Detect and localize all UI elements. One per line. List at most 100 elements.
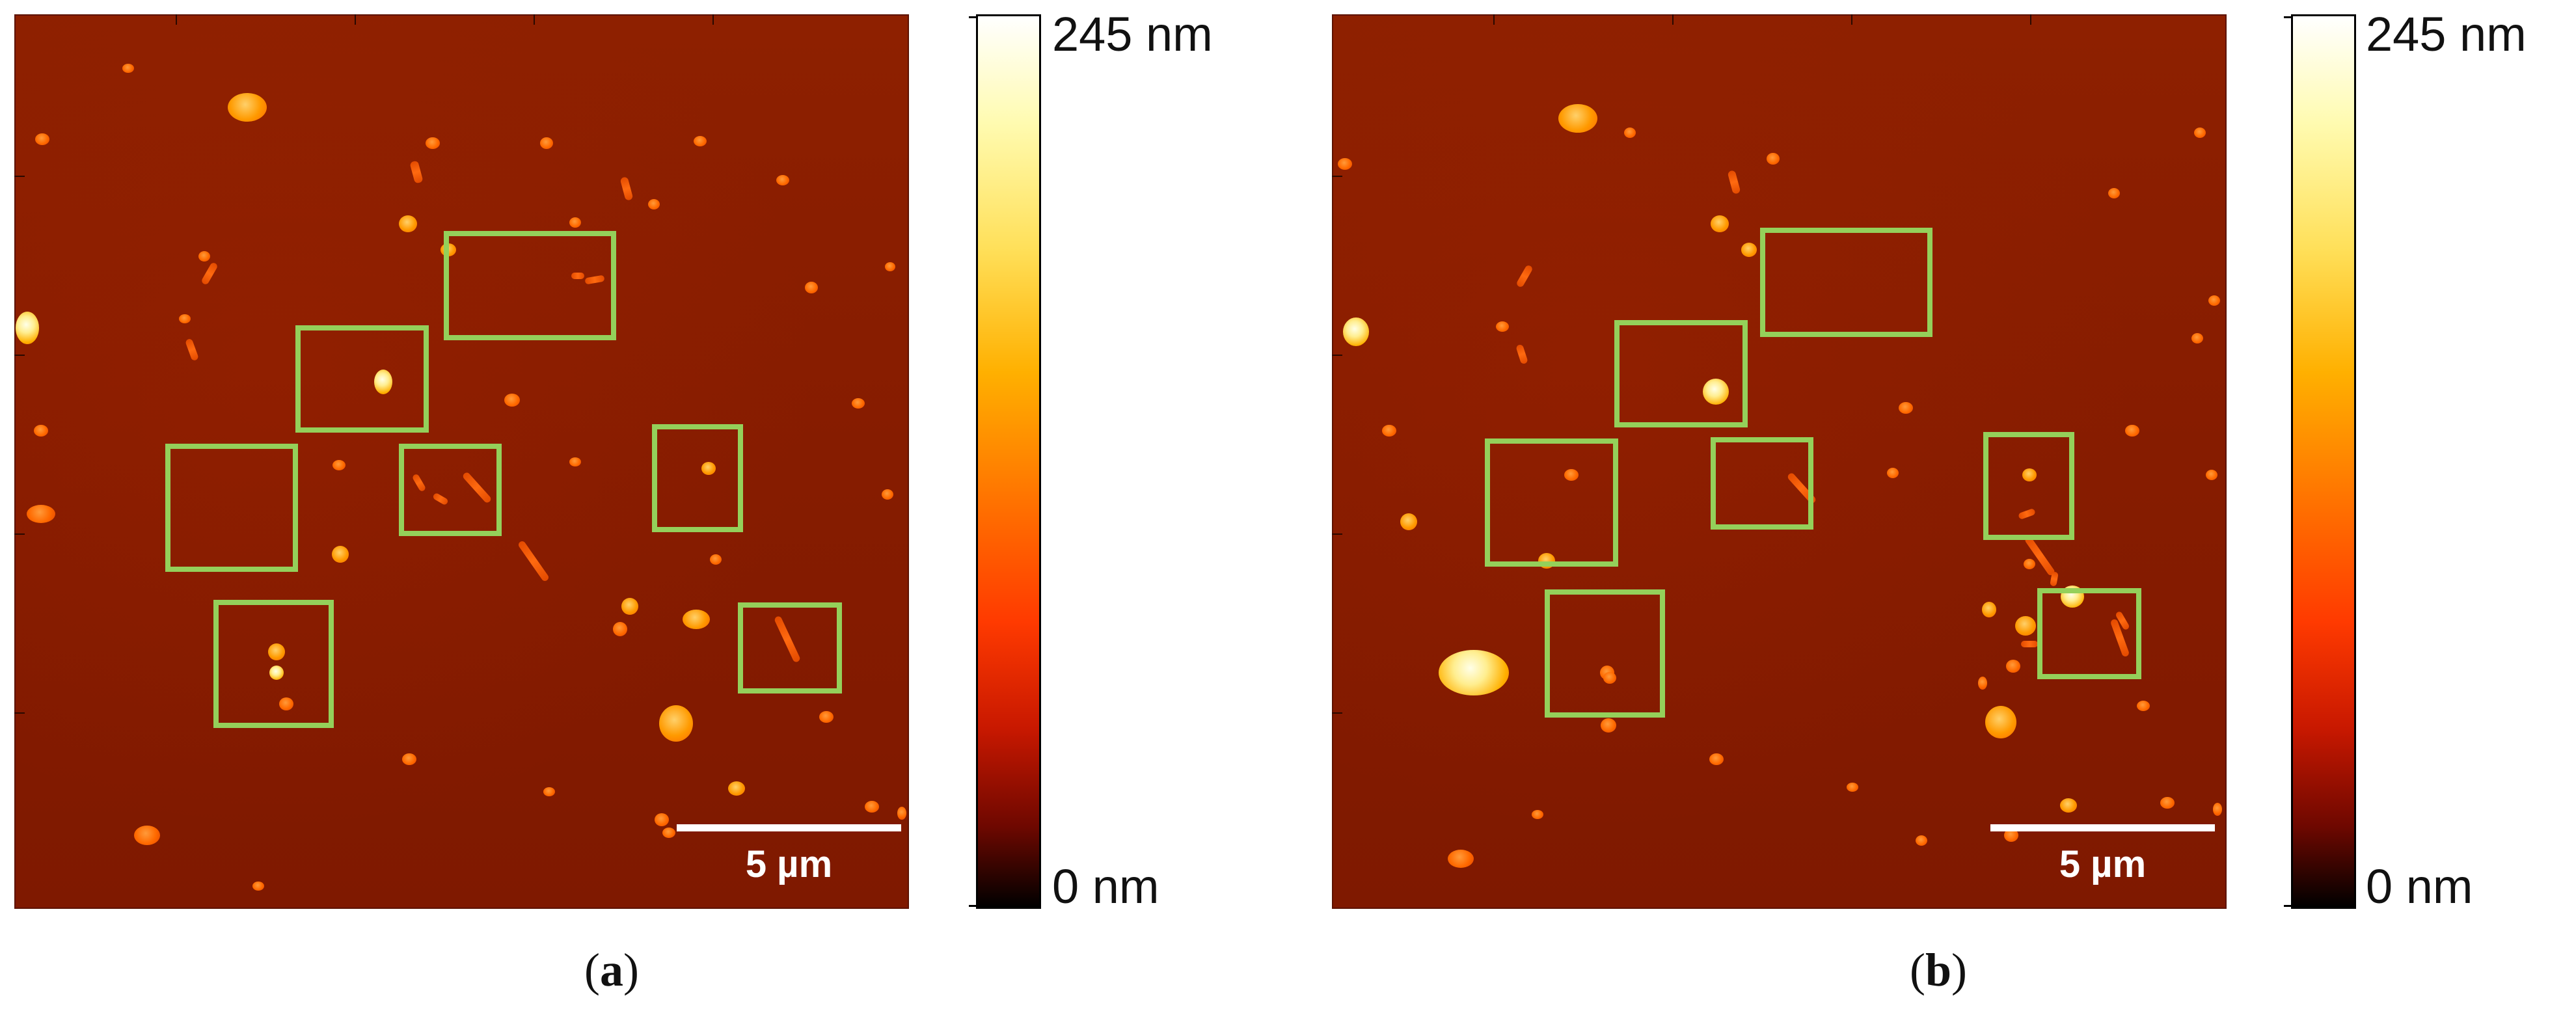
particle [2006,660,2020,673]
particle [332,460,346,470]
particle [16,312,39,344]
nanorod [2024,535,2056,576]
particle [1978,677,1987,690]
particle [694,136,707,146]
particle [122,64,134,73]
particle [865,801,879,813]
particle [1496,321,1509,332]
caption-paren-close: ) [1951,944,1967,996]
particle [1603,672,1616,684]
caption-letter: b [1925,944,1952,996]
particle [279,697,293,710]
nanorod [200,261,219,286]
nanorod [619,176,634,201]
particle [662,828,675,838]
particle [27,505,55,523]
particle [2108,188,2120,198]
particle [852,398,865,409]
highlight-box [1485,438,1618,567]
particle [332,546,349,563]
highlight-box [1760,228,1932,337]
particle [2213,803,2222,816]
particle [2022,468,2037,481]
particle [701,462,716,475]
particle [268,643,285,660]
afm-height-image-b: 5 µm [1332,14,2227,909]
particle [819,711,834,723]
height-colorbar-b [2284,14,2356,909]
particle [1624,128,1636,138]
nanorod [2021,641,2038,647]
nanorod [409,159,424,184]
caption-paren-open: ( [1909,944,1925,996]
particle [198,251,210,262]
height-colorbar-a [969,14,1041,909]
nanorod [1515,263,1534,288]
particle [655,813,669,826]
particle [35,133,49,145]
highlight-box [213,600,334,728]
axis-tick [712,14,714,25]
panel-caption-b: (b) [1873,943,2003,997]
particle [1982,602,1996,617]
particle [1448,850,1474,868]
axis-tick [1332,533,1342,535]
highlight-box [1711,437,1813,530]
particle [621,598,638,615]
particle [228,93,267,122]
particle [1400,513,1417,530]
particle [179,314,191,323]
particle [2191,333,2203,344]
particle [728,781,745,796]
particle [569,457,581,466]
particle [2060,798,2077,813]
colorbar-min-label-b: 0 nm [2366,859,2473,913]
particle [1703,379,1729,405]
colorbar-tick [969,905,978,907]
particle [399,215,417,232]
particle [1439,650,1509,695]
particle [683,610,710,629]
particle [648,199,660,209]
particle [882,489,893,500]
particle [1711,215,1729,232]
particle [2194,128,2206,138]
particle [2004,829,2018,842]
nanorod [185,338,199,361]
axis-tick [1332,175,1342,177]
particle [402,753,416,765]
nanorod [2050,571,2059,587]
axis-tick [1672,14,1674,25]
particle [805,282,818,293]
axis-tick [14,533,25,535]
highlight-box [738,602,842,694]
particle [2206,470,2217,480]
particle [269,666,284,680]
particle [613,622,627,636]
particle [134,826,160,845]
axis-tick [1332,354,1342,356]
particle [569,217,581,228]
particle [776,175,789,185]
particle [1887,468,1899,478]
particle [885,262,895,271]
colorbar-tick [969,16,978,18]
particle [504,394,520,407]
particle [1709,753,1724,765]
particle [1564,469,1579,481]
colorbar-tick [2284,905,2293,907]
highlight-box [652,424,743,532]
highlight-box [399,444,502,536]
afm-height-image-a: 5 µm [14,14,909,909]
panel-caption-a: (a) [547,943,677,997]
scale-bar-label: 5 µm [2059,843,2147,885]
nanorod [1515,344,1528,364]
particle [1916,835,1927,846]
particle [540,137,553,149]
axis-tick [533,14,535,25]
colorbar-max-label-a: 245 nm [1052,7,1213,61]
highlight-box [295,325,429,433]
colorbar-max-label-b: 245 nm [2366,7,2527,61]
particle [1382,425,1396,437]
panel-a: 5 µm 245 nm 0 nm (a) [14,7,1213,997]
